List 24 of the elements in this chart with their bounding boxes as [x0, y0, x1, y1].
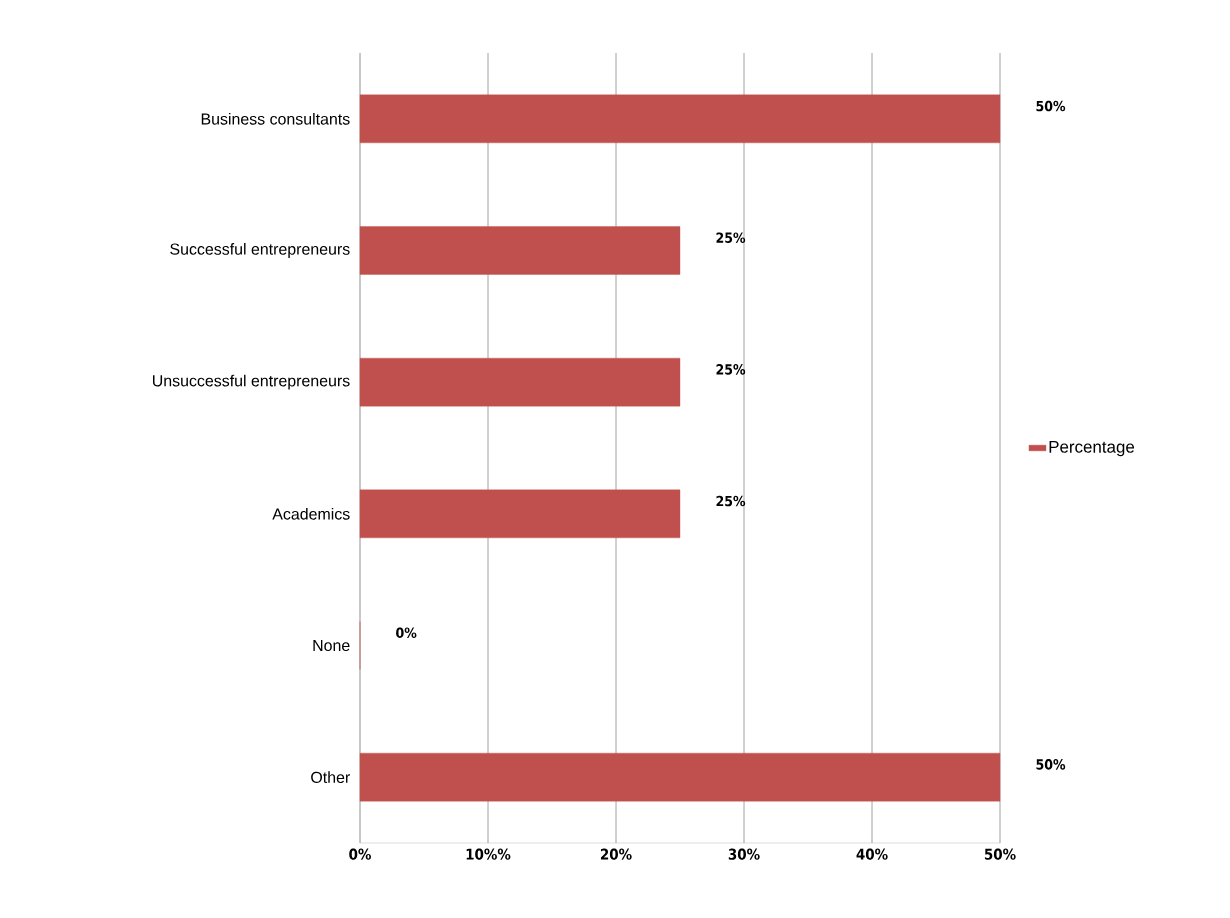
data-label: 25% — [716, 232, 746, 243]
y-tick-label: Academics — [272, 507, 350, 520]
data-label: 0% — [396, 627, 417, 638]
x-tick-label: 0% — [349, 848, 371, 860]
bar — [359, 94, 1001, 144]
y-tick-label: Successful entrepreneurs — [170, 243, 350, 258]
bar — [359, 489, 681, 539]
data-label: 25% — [716, 495, 746, 507]
y-tick-label: Business consultants — [201, 112, 350, 125]
y-tick-label: None — [313, 639, 350, 652]
data-label: 25% — [716, 364, 746, 375]
bar — [359, 357, 681, 407]
legend-label: Percentage — [1049, 440, 1135, 457]
x-tick-label: 50% — [984, 848, 1016, 860]
data-label: 50% — [1036, 100, 1066, 112]
x-tick-label: 20% — [600, 848, 632, 860]
x-tick-label: 30% — [728, 848, 760, 860]
x-tick-label: 10%% — [466, 848, 511, 860]
y-tick-label: Unsuccessful entrepreneurs — [153, 374, 350, 390]
bar — [359, 226, 681, 275]
y-tick-label: Other — [311, 771, 350, 784]
bar — [359, 752, 1001, 802]
data-label: 50% — [1036, 759, 1066, 770]
x-tick-label: 40% — [856, 848, 888, 860]
